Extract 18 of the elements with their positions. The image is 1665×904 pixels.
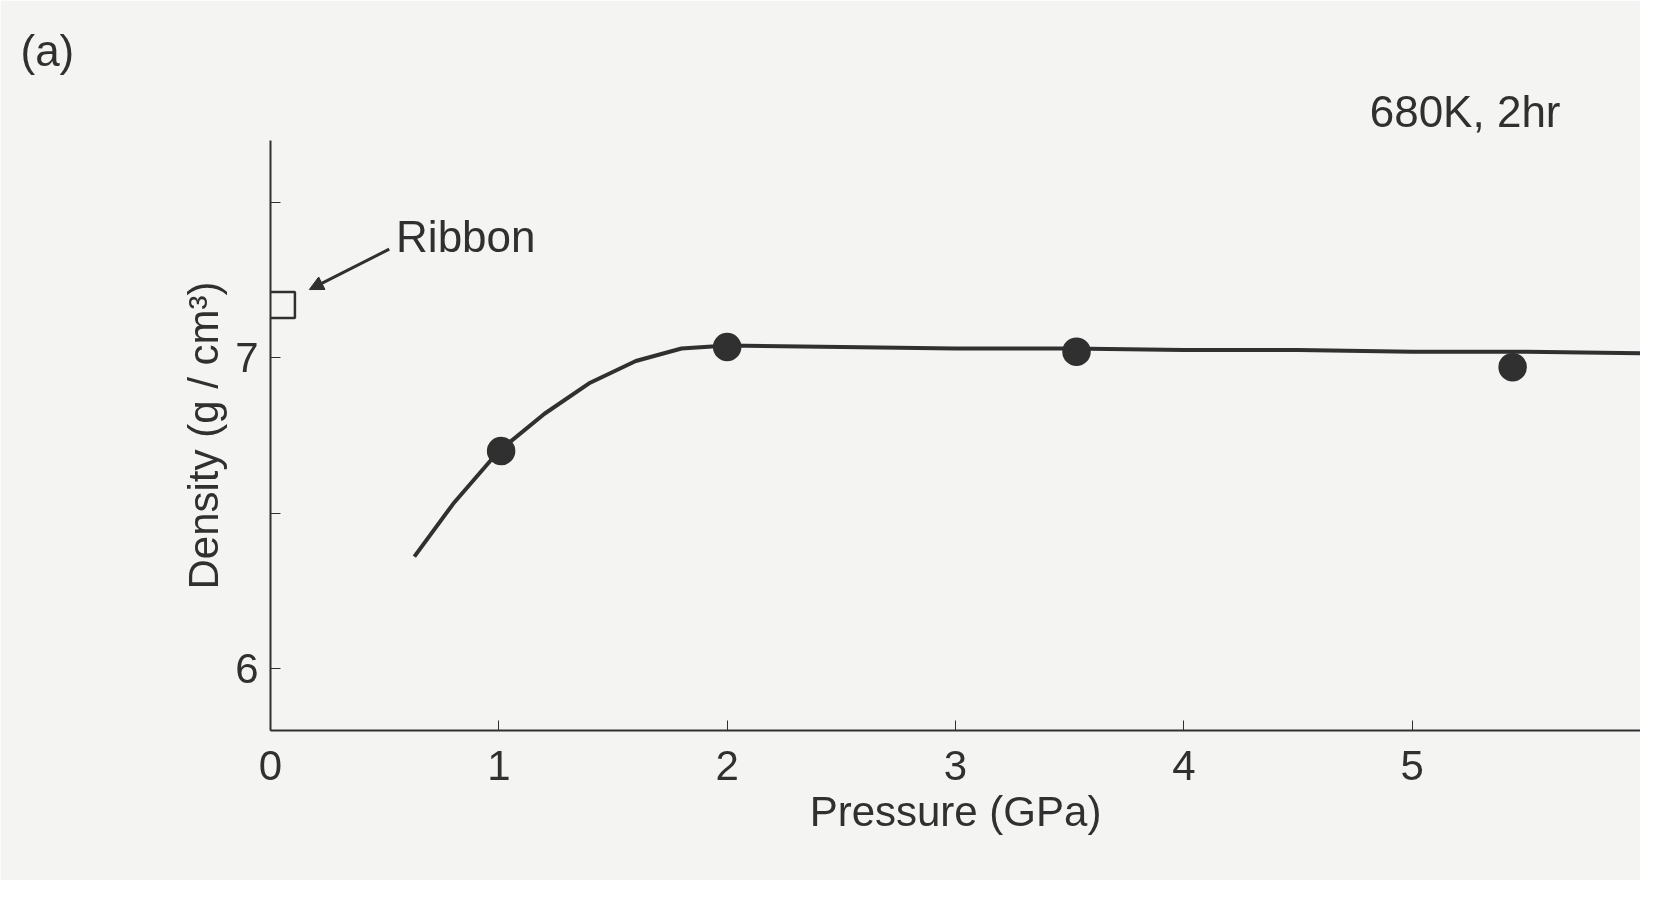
y-tick-label: 6	[235, 644, 259, 692]
x-tick-label: 4	[1172, 741, 1196, 789]
chart-title: (a)	[20, 25, 75, 75]
x-axis-title: Pressure (GPa)	[809, 787, 1102, 835]
point	[712, 332, 742, 362]
x-tick-label: 3	[943, 741, 968, 789]
point	[1062, 337, 1091, 366]
point	[486, 436, 516, 466]
x-tick-label: 0	[258, 741, 283, 789]
x-tick-label: 2	[715, 741, 739, 789]
x-tick-label: 5	[1400, 741, 1424, 789]
y-axis-title: Density (g / cm³)	[180, 281, 228, 590]
point	[270, 290, 297, 320]
text: 680K, 2hr	[1369, 86, 1561, 136]
annotation: Ribbon	[396, 212, 536, 262]
y-tick-label: 7	[235, 334, 259, 382]
x-tick-label: 1	[487, 741, 511, 789]
point	[1498, 352, 1527, 382]
